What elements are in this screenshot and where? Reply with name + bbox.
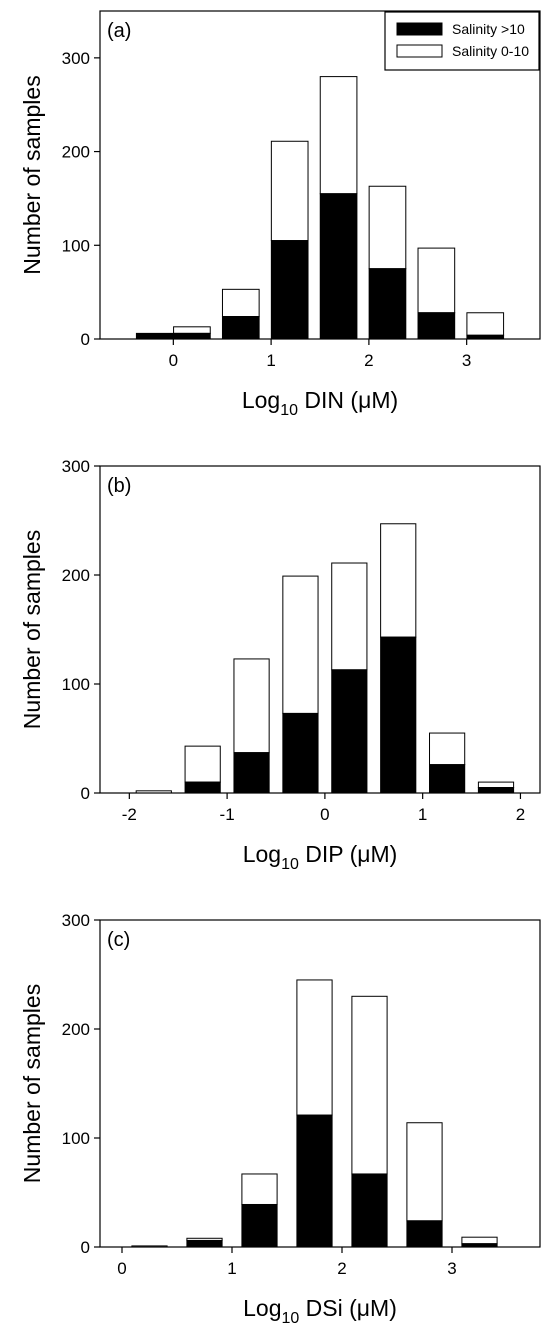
bar-salinity-0-10 bbox=[221, 288, 260, 318]
y-tick-label: 200 bbox=[62, 143, 90, 162]
bar-salinity-0-10 bbox=[466, 312, 505, 336]
x-axis-label-main: Log bbox=[243, 1295, 281, 1321]
x-tick-label: 0 bbox=[117, 1259, 126, 1278]
bar-salinity-0-10 bbox=[477, 781, 515, 789]
x-tick-label: 3 bbox=[447, 1259, 456, 1278]
bar-salinity-gt-10 bbox=[417, 312, 456, 340]
bar-salinity-0-10 bbox=[331, 562, 368, 671]
bar-salinity-0-10 bbox=[173, 326, 211, 334]
bar-salinity-0-10 bbox=[184, 745, 221, 783]
plot-frame bbox=[99, 919, 541, 1248]
x-tick-label: 1 bbox=[418, 805, 427, 824]
plot-frame bbox=[99, 465, 541, 794]
bar-salinity-gt-10 bbox=[186, 1239, 223, 1248]
bar-salinity-gt-10 bbox=[351, 1173, 388, 1248]
x-axis-label-tail: DSi (μM) bbox=[299, 1295, 397, 1321]
bar-salinity-gt-10 bbox=[406, 1220, 443, 1248]
panel-label: (a) bbox=[107, 20, 131, 42]
legend-swatch-salinity-gt-10 bbox=[396, 22, 443, 36]
panel-label: (c) bbox=[107, 929, 130, 951]
legend-label-salinity-gt-10: Salinity >10 bbox=[452, 21, 525, 37]
bar-salinity-0-10 bbox=[417, 247, 456, 314]
x-axis-label-tail: DIP (μM) bbox=[299, 841, 397, 867]
y-tick-label: 100 bbox=[62, 236, 90, 255]
x-axis-label-tail: DIN (μM) bbox=[298, 387, 398, 413]
legend-swatch-salinity-0-10 bbox=[396, 44, 443, 58]
panel-label: (b) bbox=[107, 475, 131, 497]
bar-salinity-0-10 bbox=[429, 732, 466, 766]
bar-salinity-0-10 bbox=[406, 1122, 443, 1222]
bar-salinity-gt-10 bbox=[233, 752, 270, 794]
x-axis-label-subscript: 10 bbox=[280, 402, 298, 419]
x-tick-label: -2 bbox=[122, 805, 137, 824]
x-tick-label: 1 bbox=[227, 1259, 236, 1278]
x-tick-label: 1 bbox=[266, 351, 275, 370]
bar-salinity-0-10 bbox=[282, 575, 319, 714]
x-axis-label-subscript: 10 bbox=[282, 1310, 300, 1327]
x-axis-label: Log10 DIP (μM) bbox=[243, 841, 398, 873]
bar-salinity-gt-10 bbox=[477, 787, 515, 794]
x-tick-label: 3 bbox=[462, 351, 471, 370]
bar-salinity-gt-10 bbox=[241, 1203, 278, 1248]
y-tick-label: 100 bbox=[62, 1129, 90, 1148]
x-axis-label-subscript: 10 bbox=[281, 856, 299, 873]
bar-salinity-0-10 bbox=[319, 76, 358, 195]
chart-panel-c: 0 100 200 300 0 1 2 3 (c) Number of samples Log10 … bbox=[19, 911, 541, 1327]
x-tick-label: 2 bbox=[364, 351, 373, 370]
legend-box bbox=[384, 11, 540, 71]
x-tick-label: -1 bbox=[220, 805, 235, 824]
bar-salinity-gt-10 bbox=[368, 268, 407, 340]
bar-salinity-0-10 bbox=[270, 140, 309, 242]
x-tick-label: 2 bbox=[516, 805, 525, 824]
bar-salinity-0-10 bbox=[380, 523, 417, 638]
y-tick-label: 200 bbox=[62, 1020, 90, 1039]
x-axis-label: Log10 DIN (μM) bbox=[242, 387, 398, 419]
bar-salinity-0-10 bbox=[296, 979, 333, 1116]
y-axis-label: Number of samples bbox=[19, 530, 45, 729]
x-axis-label: Log10 DSi (μM) bbox=[243, 1295, 397, 1327]
chart-panel-b: 0 100 200 300 -2 -1 0 1 2 (b) Number of samples Log… bbox=[19, 457, 541, 873]
y-tick-label: 0 bbox=[81, 330, 90, 349]
bar-salinity-gt-10 bbox=[331, 669, 368, 794]
y-tick-label: 300 bbox=[62, 457, 90, 476]
bar-salinity-0-10 bbox=[461, 1236, 498, 1245]
plot-frame bbox=[99, 10, 541, 340]
y-tick-label: 100 bbox=[62, 675, 90, 694]
bar-salinity-0-10 bbox=[368, 185, 407, 270]
chart-panel-a: 0 100 200 300 0 1 2 3 (a) Number of samples Log10 … bbox=[19, 10, 541, 419]
bar-salinity-0-10 bbox=[351, 995, 388, 1175]
bar-salinity-gt-10 bbox=[173, 332, 211, 340]
x-axis-label-main: Log bbox=[243, 841, 281, 867]
bar-salinity-gt-10 bbox=[319, 193, 358, 340]
bar-salinity-gt-10 bbox=[221, 316, 260, 340]
bar-salinity-gt-10 bbox=[184, 781, 221, 794]
bar-salinity-0-10 bbox=[233, 658, 270, 754]
bar-salinity-gt-10 bbox=[135, 332, 174, 340]
y-tick-label: 300 bbox=[62, 49, 90, 68]
y-axis-label: Number of samples bbox=[19, 75, 45, 274]
bar-salinity-gt-10 bbox=[282, 712, 319, 794]
bar-salinity-gt-10 bbox=[270, 240, 309, 340]
bar-salinity-gt-10 bbox=[380, 636, 417, 794]
bar-salinity-gt-10 bbox=[429, 764, 466, 794]
y-tick-label: 0 bbox=[81, 784, 90, 803]
y-tick-label: 300 bbox=[62, 911, 90, 930]
x-tick-label: 2 bbox=[337, 1259, 346, 1278]
legend: Salinity >10 Salinity 0-10 bbox=[384, 11, 540, 71]
y-tick-label: 200 bbox=[62, 566, 90, 585]
bar-salinity-gt-10 bbox=[296, 1114, 333, 1248]
x-tick-label: 0 bbox=[320, 805, 329, 824]
x-axis-label-main: Log bbox=[242, 387, 280, 413]
bar-salinity-0-10 bbox=[241, 1173, 278, 1205]
y-axis-label: Number of samples bbox=[19, 984, 45, 1183]
x-tick-label: 0 bbox=[169, 351, 178, 370]
legend-label-salinity-0-10: Salinity 0-10 bbox=[452, 43, 529, 59]
y-tick-label: 0 bbox=[81, 1238, 90, 1257]
